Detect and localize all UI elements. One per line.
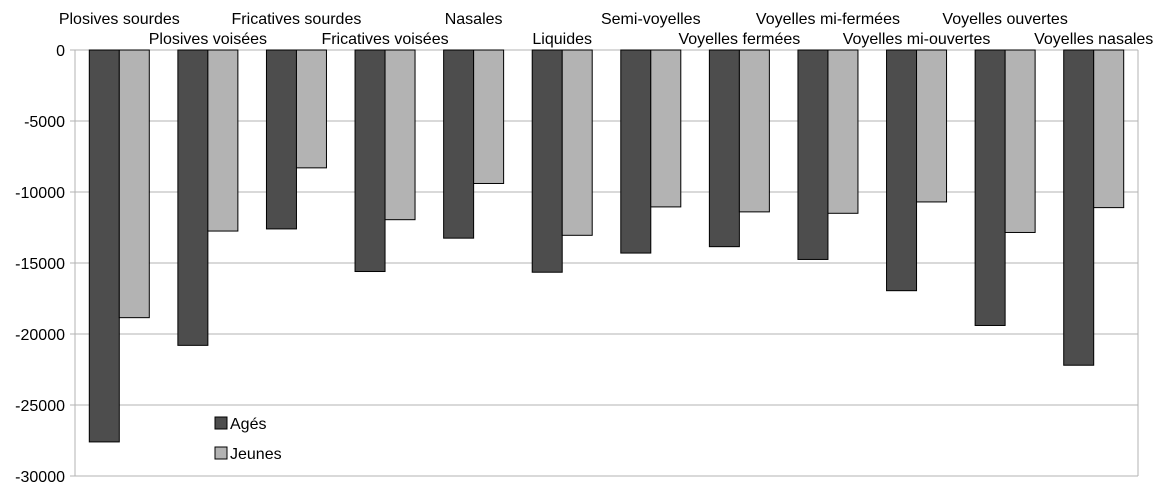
- bar-ages: [531, 49, 563, 273]
- category-label: Voyelles ouvertes: [942, 11, 1067, 28]
- y-tick-label: -15000: [15, 256, 65, 273]
- category-label: Nasales: [445, 11, 503, 28]
- bar-ages: [177, 49, 209, 346]
- y-tick-label: -5000: [24, 114, 65, 131]
- legend-label: Jeunes: [230, 446, 282, 463]
- category-label: Fricatives sourdes: [232, 11, 362, 28]
- category-label: Voyelles nasales: [1034, 31, 1153, 48]
- bar-jeunes: [295, 49, 327, 169]
- bar-jeunes: [1004, 49, 1036, 233]
- bar-ages: [886, 49, 918, 292]
- bar-ages: [265, 49, 297, 230]
- y-tick-label: -30000: [15, 469, 65, 486]
- bar-ages: [443, 49, 475, 239]
- y-tick-label: -10000: [15, 185, 65, 202]
- legend-swatch: [214, 416, 228, 430]
- bar-jeunes: [650, 49, 682, 208]
- category-label: Plosives voisées: [149, 31, 267, 48]
- y-tick-label: 0: [56, 43, 65, 60]
- bar-ages: [708, 49, 740, 248]
- bars: [88, 49, 1125, 443]
- y-tick-label: -25000: [15, 398, 65, 415]
- grid-lines: [75, 49, 1138, 477]
- category-label: Voyelles fermées: [678, 31, 800, 48]
- bar-ages: [974, 49, 1006, 326]
- bar-jeunes: [738, 49, 770, 213]
- bar-jeunes: [1093, 49, 1125, 209]
- category-label: Liquides: [532, 31, 592, 48]
- category-label: Voyelles mi-ouvertes: [843, 31, 991, 48]
- bar-ages: [797, 49, 829, 260]
- bar-ages: [1063, 49, 1095, 366]
- bar-jeunes: [561, 49, 593, 236]
- y-tick-label: -20000: [15, 327, 65, 344]
- bar-jeunes: [827, 49, 859, 214]
- bar-jeunes: [118, 49, 150, 319]
- bar-jeunes: [207, 49, 239, 232]
- bar-jeunes: [916, 49, 948, 203]
- bar-ages: [620, 49, 652, 254]
- legend: Agés Jeunes: [214, 416, 282, 463]
- bar-jeunes: [473, 49, 505, 184]
- category-label: Fricatives voisées: [321, 31, 448, 48]
- category-labels: Plosives sourdes Plosives voisées Fricativ…: [59, 11, 1153, 48]
- y-axis: 0 -5000 -10000 -15000 -20000 -25000 -30000: [15, 43, 1139, 486]
- bar-jeunes: [384, 49, 416, 221]
- legend-label: Agés: [230, 416, 266, 433]
- bar-ages: [354, 49, 386, 273]
- category-label: Voyelles mi-fermées: [756, 11, 900, 28]
- category-label: Semi-voyelles: [601, 11, 701, 28]
- legend-swatch: [214, 446, 228, 460]
- bar-ages: [88, 49, 120, 443]
- category-label: Plosives sourdes: [59, 11, 180, 28]
